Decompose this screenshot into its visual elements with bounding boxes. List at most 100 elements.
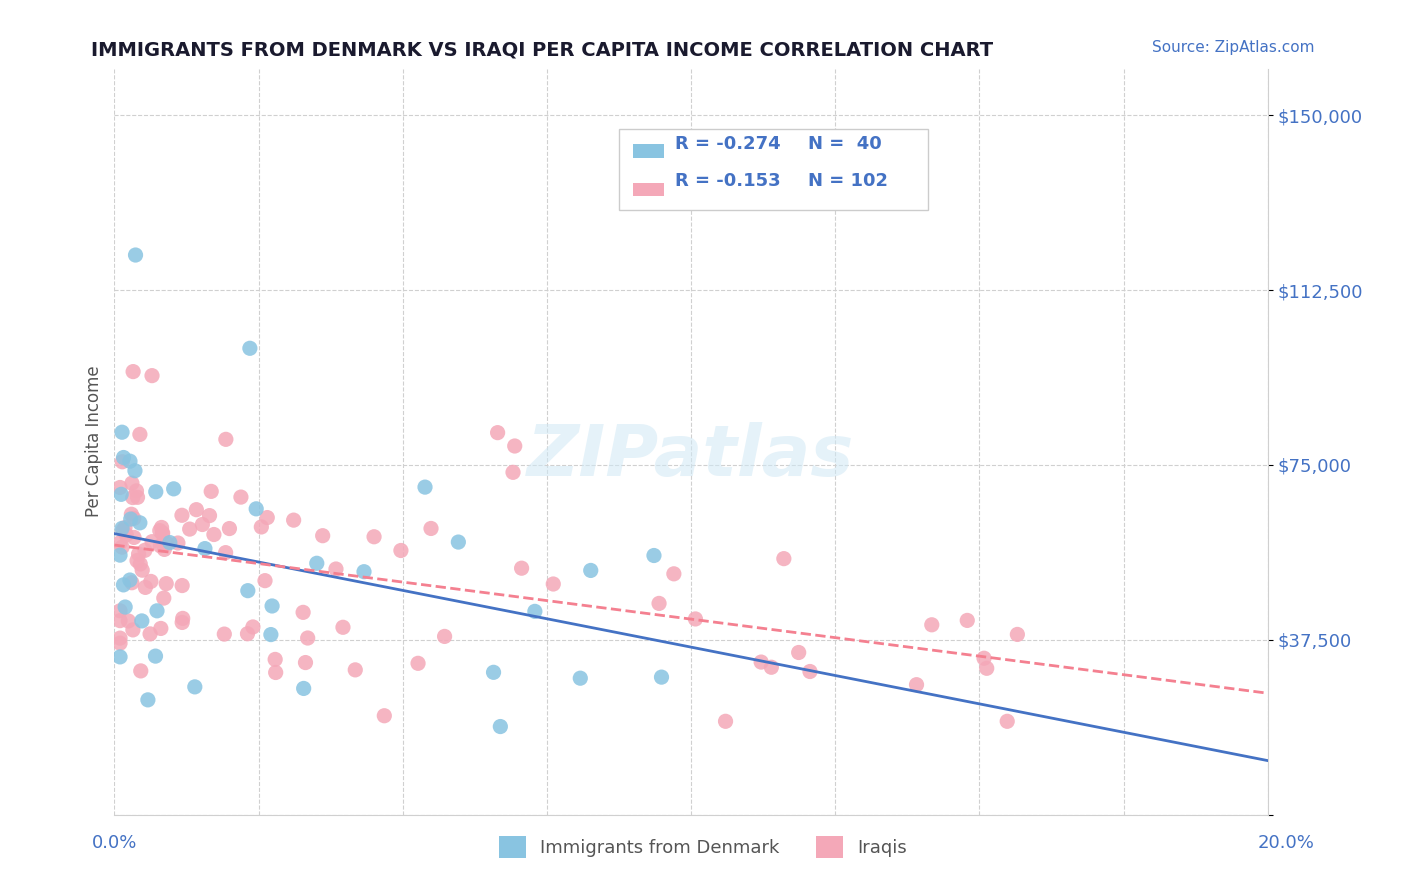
Point	[433, 629, 456, 643]
Point	[118, 454, 141, 468]
Legend: Immigrants from Denmark, Iraqis: Immigrants from Denmark, Iraqis	[492, 829, 914, 865]
Point	[245, 501, 267, 516]
Text: 0.0%: 0.0%	[91, 834, 136, 852]
Point	[127, 491, 149, 505]
Point	[239, 341, 262, 355]
Point	[714, 714, 737, 729]
Point	[108, 548, 131, 562]
Point	[569, 671, 592, 685]
Point	[420, 521, 443, 535]
Point	[650, 670, 672, 684]
Point	[214, 627, 236, 641]
Point	[772, 551, 794, 566]
Point	[253, 574, 276, 588]
Point	[152, 591, 174, 606]
Point	[1007, 627, 1029, 641]
Point	[139, 574, 162, 589]
Point	[129, 664, 152, 678]
Point	[198, 508, 221, 523]
Point	[685, 612, 707, 626]
Point	[110, 487, 132, 501]
Point	[643, 549, 665, 563]
Point	[260, 627, 283, 641]
Point	[139, 627, 162, 641]
Point	[406, 657, 429, 671]
Point	[163, 482, 186, 496]
Text: N =  40: N = 40	[808, 135, 882, 153]
Point	[292, 606, 315, 620]
Point	[131, 614, 153, 628]
Point	[159, 535, 181, 549]
Point	[799, 665, 821, 679]
Point	[447, 535, 470, 549]
Point	[149, 524, 172, 538]
Point	[292, 681, 315, 696]
Point	[111, 521, 134, 535]
Point	[108, 631, 131, 645]
Point	[128, 427, 150, 442]
Point	[956, 614, 979, 628]
Point	[121, 575, 143, 590]
Point	[305, 556, 328, 570]
Point	[114, 521, 136, 535]
Point	[155, 576, 177, 591]
Point	[156, 536, 179, 550]
Point	[502, 466, 524, 480]
Point	[124, 464, 146, 478]
Point	[214, 546, 236, 560]
Point	[579, 564, 602, 578]
Point	[112, 524, 135, 538]
Point	[115, 528, 138, 542]
Point	[503, 439, 526, 453]
Text: ZIPatlas: ZIPatlas	[527, 422, 855, 491]
Point	[150, 526, 173, 541]
Point	[170, 508, 193, 523]
Point	[122, 623, 145, 637]
Text: IMMIGRANTS FROM DENMARK VS IRAQI PER CAPITA INCOME CORRELATION CHART: IMMIGRANTS FROM DENMARK VS IRAQI PER CAP…	[91, 40, 994, 59]
Point	[184, 680, 207, 694]
Point	[325, 562, 347, 576]
Point	[486, 425, 509, 440]
Point	[172, 611, 194, 625]
Point	[118, 573, 141, 587]
Point	[149, 622, 172, 636]
Point	[236, 583, 259, 598]
Point	[125, 553, 148, 567]
Text: N = 102: N = 102	[808, 171, 889, 189]
Point	[120, 512, 142, 526]
Point	[218, 522, 240, 536]
Point	[191, 517, 214, 532]
Point	[256, 510, 278, 524]
Point	[250, 520, 273, 534]
Point	[145, 484, 167, 499]
Point	[122, 365, 145, 379]
Point	[648, 596, 671, 610]
Point	[108, 614, 131, 628]
Point	[134, 543, 156, 558]
Point	[121, 476, 143, 491]
Point	[167, 536, 190, 550]
Point	[125, 483, 148, 498]
Point	[976, 661, 998, 675]
Point	[749, 655, 772, 669]
Point	[108, 636, 131, 650]
Point	[787, 645, 810, 659]
Point	[152, 526, 174, 541]
Point	[973, 651, 995, 665]
Point	[128, 547, 150, 561]
Point	[202, 527, 225, 541]
Point	[229, 490, 252, 504]
Point	[131, 563, 153, 577]
Point	[995, 714, 1018, 729]
Point	[489, 720, 512, 734]
Point	[186, 502, 208, 516]
Point	[543, 577, 565, 591]
Point	[172, 578, 194, 592]
Point	[112, 578, 135, 592]
Point	[332, 620, 354, 634]
Point	[136, 693, 159, 707]
Y-axis label: Per Capita Income: Per Capita Income	[86, 366, 103, 517]
Point	[112, 450, 135, 465]
Text: R = -0.274: R = -0.274	[675, 135, 780, 153]
Point	[120, 508, 142, 522]
